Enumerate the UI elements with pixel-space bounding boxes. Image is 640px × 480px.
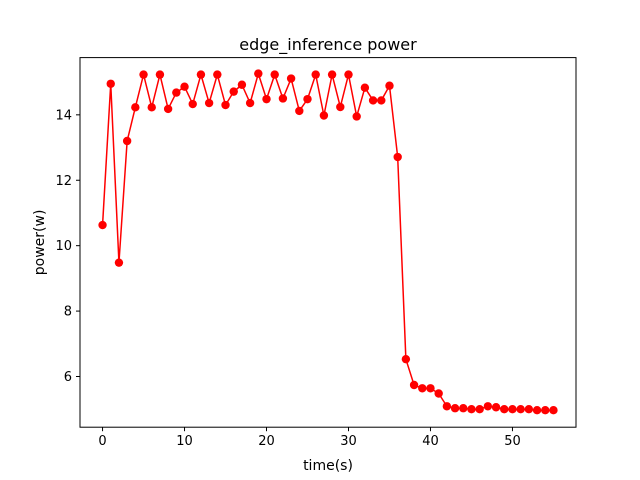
y-tick-label: 6: [64, 370, 72, 385]
data-point: [360, 83, 370, 92]
axes-frame: [79, 57, 577, 428]
data-point: [114, 258, 124, 267]
data-point: [524, 405, 534, 414]
data-point: [385, 81, 394, 90]
data-point: [442, 402, 452, 411]
x-tick-label: 30: [340, 434, 357, 449]
y-tick-label: 14: [55, 108, 72, 123]
data-point: [426, 384, 435, 393]
data-point: [229, 87, 238, 96]
data-point: [213, 70, 222, 79]
data-point: [254, 69, 263, 78]
data-point: [221, 100, 230, 110]
x-axis-label: time(s): [303, 458, 353, 474]
data-point: [393, 152, 402, 162]
data-point: [459, 404, 468, 413]
data-point: [483, 402, 493, 411]
x-axis: 0 10 20 30 40 50: [98, 427, 521, 449]
data-point: [450, 404, 460, 413]
data-point: [155, 70, 165, 79]
data-point: [295, 106, 304, 116]
data-point: [541, 405, 550, 415]
x-tick-label: 20: [258, 434, 275, 449]
chart-title: edge_inference power: [239, 35, 417, 55]
data-point: [500, 405, 509, 414]
data-point: [409, 380, 419, 390]
data-point: [336, 102, 345, 112]
data-point: [311, 70, 320, 79]
data-point: [303, 94, 312, 104]
y-axis-label: power(w): [32, 210, 48, 276]
data-point: [352, 112, 361, 121]
data-point: [122, 136, 132, 146]
data-point: [319, 111, 329, 120]
data-point: [467, 405, 476, 414]
x-tick-label: 50: [504, 434, 521, 449]
data-point: [98, 220, 107, 230]
data-point: [327, 70, 337, 79]
data-point: [237, 80, 247, 89]
data-point: [434, 389, 443, 398]
data-point: [196, 70, 206, 79]
x-tick-label: 0: [98, 434, 106, 449]
data-point: [188, 99, 197, 109]
data-point: [508, 405, 517, 414]
data-point: [106, 79, 115, 88]
y-axis: 6 8 10 12 14: [55, 108, 80, 385]
data-point: [262, 94, 271, 104]
data-point: [139, 70, 148, 79]
data-point: [491, 403, 501, 412]
data-point: [549, 405, 558, 415]
data-point: [475, 405, 484, 414]
y-tick-label: 8: [64, 305, 72, 320]
data-point: [344, 70, 353, 79]
x-tick-label: 10: [176, 434, 193, 449]
data-point: [377, 96, 386, 105]
data-point: [172, 88, 181, 97]
data-point: [401, 354, 411, 364]
data-point: [286, 74, 296, 83]
data-point: [163, 104, 173, 114]
data-point: [532, 405, 542, 415]
data-point: [245, 98, 255, 108]
data-point: [204, 98, 214, 108]
y-tick-label: 12: [55, 174, 72, 189]
data-point: [131, 103, 140, 112]
data-point: [516, 405, 525, 414]
data-point: [278, 94, 288, 103]
plot-area: [98, 69, 558, 415]
data-point: [270, 70, 279, 79]
data-point: [147, 103, 156, 112]
x-tick-label: 40: [422, 434, 439, 449]
data-point: [418, 384, 427, 393]
y-tick-label: 10: [55, 239, 72, 254]
data-point: [180, 82, 189, 91]
data-point: [368, 96, 378, 105]
